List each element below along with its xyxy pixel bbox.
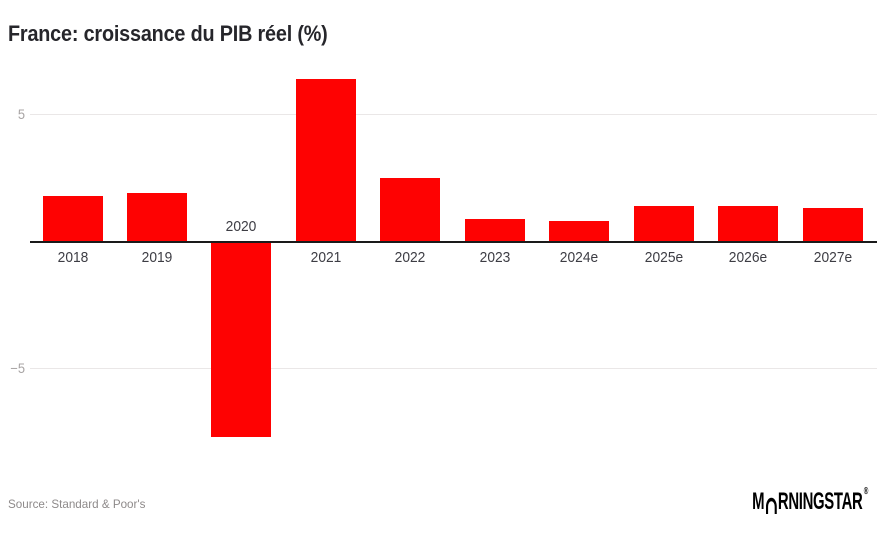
logo-letters-rest: RNINGSTAR	[777, 488, 863, 515]
bar-2027e	[802, 208, 863, 242]
bar-2019	[126, 193, 187, 242]
source-text: Source: Standard & Poor's	[8, 497, 146, 511]
year-label-2023: 2023	[479, 249, 511, 266]
morningstar-logo: M RNINGSTAR ®	[751, 486, 868, 515]
bar-2018	[42, 195, 103, 242]
gridline--5	[30, 368, 877, 369]
year-label-2018: 2018	[57, 249, 88, 266]
bar-2025e	[633, 205, 694, 242]
bar-2021	[295, 78, 356, 242]
year-label-2019: 2019	[141, 249, 173, 266]
bar-2026e	[718, 205, 779, 242]
x-axis-line	[30, 240, 877, 243]
bar-2023	[464, 218, 525, 242]
y-tick-label-5: 5	[17, 106, 25, 122]
year-label-2024e: 2024e	[559, 249, 599, 266]
y-tick-label--5: −5	[10, 360, 25, 376]
bar-2024e	[549, 221, 610, 242]
bar-2022	[380, 178, 441, 242]
bar-2020	[211, 241, 272, 438]
gridline-5	[30, 114, 877, 115]
registered-trademark-icon: ®	[863, 486, 868, 497]
year-label-2025e: 2025e	[644, 249, 683, 266]
year-label-2021: 2021	[310, 249, 342, 266]
year-label-2022: 2022	[394, 249, 426, 266]
chart-title: France: croissance du PIB réel (%)	[8, 20, 328, 46]
logo-o-arc-icon	[765, 497, 777, 514]
year-label-2020: 2020	[226, 217, 257, 235]
year-label-2026e: 2026e	[728, 249, 768, 266]
logo-letter-m: M	[751, 488, 764, 515]
year-label-2027e: 2027e	[813, 249, 852, 266]
